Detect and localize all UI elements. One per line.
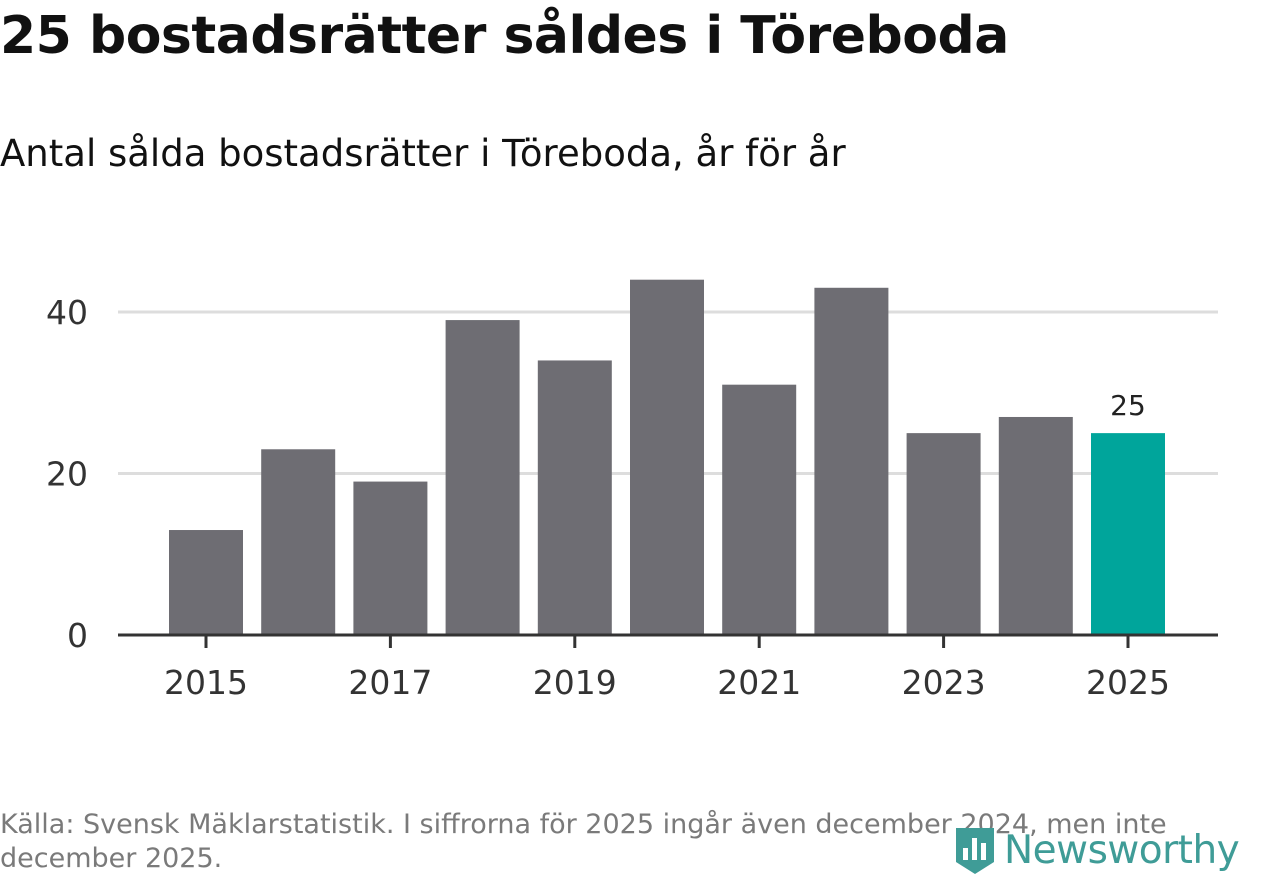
bars — [169, 279, 1165, 635]
x-axis — [118, 633, 1218, 648]
x-tick-label: 2025 — [1086, 663, 1170, 702]
bar-2022 — [814, 287, 889, 635]
bar-2015 — [169, 530, 243, 635]
x-tick-label: 2017 — [348, 663, 432, 702]
bar-2024 — [998, 416, 1073, 635]
y-tick-label: 0 — [67, 616, 88, 655]
x-tick-label: 2019 — [533, 663, 617, 702]
x-tick-label: 2021 — [717, 663, 801, 702]
bar-2016 — [261, 449, 336, 635]
x-tick-label: 2015 — [164, 663, 248, 702]
data-label-2025: 25 — [1110, 389, 1146, 422]
bar-chart: 0 20 40 2015 2017 2019 2021 2023 2025 25 — [46, 279, 1218, 702]
chart-subtitle: Antal sålda bostadsrätter i Töreboda, år… — [0, 132, 846, 175]
bar-2018 — [445, 320, 520, 635]
y-tick-label: 40 — [46, 293, 88, 332]
bar-2017 — [353, 481, 428, 635]
bar-2025 — [1091, 433, 1165, 635]
y-tick-label: 20 — [46, 455, 88, 494]
newsworthy-logo-text: Newsworthy — [1004, 827, 1240, 873]
bar-2019 — [537, 360, 612, 635]
bar-2023 — [906, 433, 981, 635]
bar-2020 — [630, 279, 704, 635]
bar-2021 — [722, 384, 797, 635]
newsworthy-logo: Newsworthy — [952, 824, 1240, 876]
newsworthy-logo-icon — [956, 828, 994, 874]
x-tick-label: 2023 — [902, 663, 986, 702]
labels: 0 20 40 2015 2017 2019 2021 2023 2025 25 — [46, 293, 1170, 702]
chart-title: 25 bostadsrätter såldes i Töreboda — [0, 6, 1009, 66]
